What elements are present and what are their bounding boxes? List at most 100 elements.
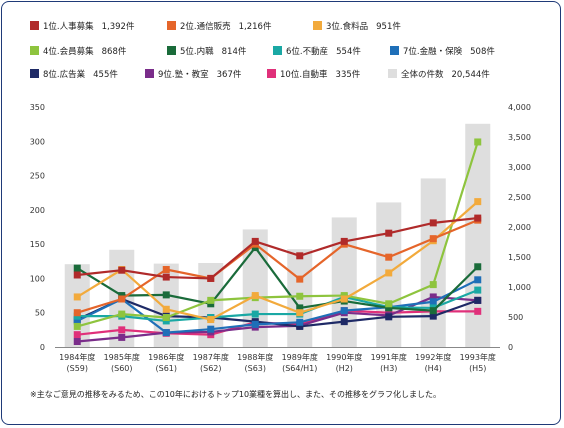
series-marker — [118, 333, 126, 341]
y-right-tick-label: 4,000 — [508, 103, 531, 112]
series-marker — [251, 237, 259, 245]
series-marker — [73, 309, 81, 317]
legend-label: 5位.内職 — [180, 47, 214, 57]
series-line — [76, 219, 479, 314]
series-marker — [429, 312, 437, 320]
legend-swatch — [167, 46, 176, 55]
series-marker — [73, 331, 81, 339]
legend-swatch — [273, 46, 282, 55]
series-marker — [296, 304, 304, 312]
series-marker — [474, 214, 482, 222]
series-marker — [207, 325, 215, 333]
legend-count: 868件 — [101, 47, 127, 57]
series-marker — [385, 313, 393, 321]
y-right-tick-label: 500 — [508, 313, 523, 322]
x-tick-sublabel: (H3) — [380, 364, 397, 373]
legend-row-3: 8位.広告業 455件 9位.塾・教室 367件 10位.自動車 335件 全体の件数… — [30, 68, 555, 82]
series-marker — [340, 237, 348, 245]
series-marker — [162, 266, 170, 274]
y-right-tick-label: 1,000 — [508, 283, 531, 292]
legend-count: 455件 — [93, 70, 118, 80]
y-right-tick-label: 3,500 — [508, 133, 531, 142]
series-line — [76, 246, 479, 312]
legend-swatch — [30, 21, 39, 30]
series-line — [76, 141, 479, 328]
x-tick-label: 1993年度 — [460, 352, 496, 362]
legend-label: 9位.塾・教室 — [158, 70, 209, 80]
series-marker — [429, 293, 437, 301]
legend-row-1: 1位.人事募集 1,392件 2位.通信販売 1,216件 3位.食料品 951件 — [30, 20, 555, 34]
series-marker — [429, 219, 437, 227]
series-marker — [340, 318, 348, 326]
legend-label: 4位.会員募集 — [43, 47, 94, 57]
x-tick-sublabel: (S63) — [245, 364, 267, 373]
series-marker — [162, 314, 170, 322]
series-marker — [207, 296, 215, 304]
y-right-tick-label: 0 — [508, 343, 513, 352]
series-marker — [385, 300, 393, 308]
legend-label: 全体の件数 — [401, 70, 444, 80]
legend-swatch — [390, 46, 399, 55]
legend-swatch — [167, 21, 176, 30]
series-marker — [296, 318, 304, 326]
series-line — [77, 289, 479, 323]
series-marker — [118, 266, 126, 274]
y-left-tick-label: 350 — [30, 103, 45, 112]
y-left-tick-label: 0 — [40, 343, 45, 352]
series-marker — [474, 286, 482, 294]
legend-row-2: 4位.会員募集 868件 5位.内職 814件 6位.不動産 554件 7位.金融・保… — [30, 45, 555, 59]
legend-item: 6位.不動産 554件 — [273, 45, 361, 59]
legend-swatch — [30, 46, 39, 55]
series-marker — [429, 235, 437, 243]
x-tick-sublabel: (S62) — [200, 364, 222, 373]
y-right-tick-label: 3,000 — [508, 163, 531, 172]
series-marker — [429, 298, 437, 306]
series-marker — [296, 309, 304, 317]
x-tick-sublabel: (S60) — [111, 364, 133, 373]
y-right-tick-label: 1,500 — [508, 253, 531, 262]
legend-count: 814件 — [221, 47, 247, 57]
legend-label: 1位.人事募集 — [43, 22, 94, 32]
legend-swatch — [145, 69, 154, 78]
legend-count: 951件 — [376, 22, 401, 32]
legend-item: 2位.通信販売 1,216件 — [167, 20, 271, 34]
series-marker — [73, 271, 81, 279]
legend-count: 367件 — [216, 70, 242, 80]
legend-item: 1位.人事募集 1,392件 — [30, 20, 134, 34]
legend-item: 3位.食料品 951件 — [313, 20, 401, 34]
x-tick-label: 1990年度 — [326, 352, 362, 362]
series-marker — [429, 281, 437, 289]
series-marker — [73, 322, 81, 330]
legend-count: 335件 — [335, 70, 361, 80]
series-marker — [73, 317, 81, 325]
legend-item: 4位.会員募集 868件 — [30, 45, 126, 59]
series-marker — [162, 291, 170, 299]
legend-item: 5位.内職 814件 — [167, 45, 246, 59]
series-marker — [340, 295, 348, 303]
y-left-tick-label: 50 — [35, 309, 45, 318]
series-marker — [162, 305, 170, 313]
series-marker — [340, 307, 348, 315]
x-tick-label: 1989年度 — [282, 352, 318, 362]
y-right-tick-label: 2,500 — [508, 193, 531, 202]
series-marker — [474, 198, 482, 206]
legend-item: 9位.塾・教室 367件 — [145, 68, 241, 82]
x-tick-label: 1987年度 — [193, 352, 229, 362]
legend-swatch — [267, 69, 276, 78]
legend-item: 7位.金融・保険 508件 — [390, 45, 495, 59]
y-right-tick-label: 2,000 — [508, 223, 531, 232]
series-marker — [385, 304, 393, 312]
series-marker — [474, 263, 482, 271]
legend-count: 554件 — [336, 47, 361, 57]
series-marker — [429, 307, 437, 315]
y-left-tick-label: 250 — [30, 172, 45, 181]
series-marker — [73, 293, 81, 301]
total-bar — [420, 178, 446, 347]
y-left-tick-label: 300 — [30, 137, 45, 146]
series-marker — [385, 269, 393, 277]
y-left-tick-label: 100 — [30, 274, 45, 283]
series-marker — [73, 338, 81, 346]
x-tick-sublabel: (H2) — [336, 364, 353, 373]
series-marker — [296, 275, 304, 283]
legend-label: 10位.自動車 — [280, 70, 328, 80]
